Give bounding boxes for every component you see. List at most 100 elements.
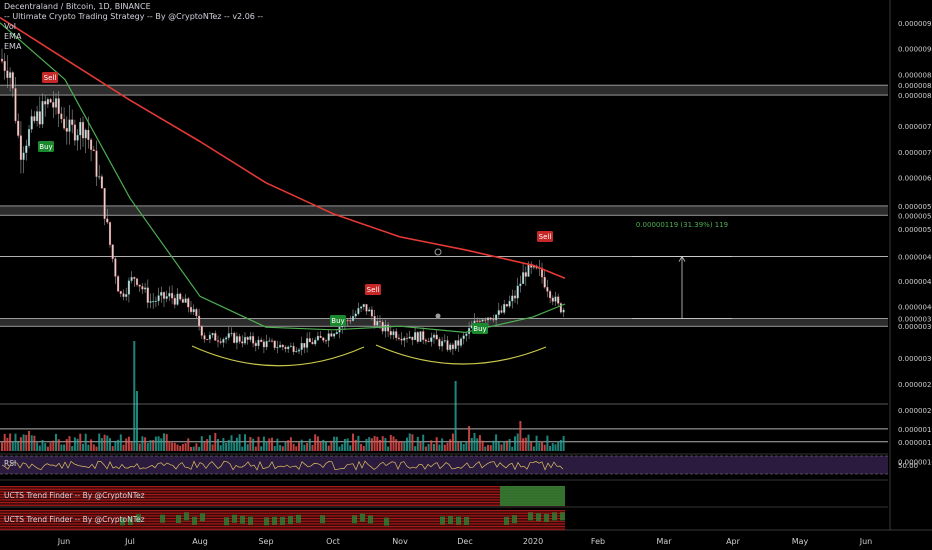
- volume-bar: [370, 438, 373, 451]
- volume-bar: [273, 446, 276, 451]
- time-tick-label: May: [792, 537, 809, 546]
- candle-body: [176, 293, 179, 305]
- candle-body: [125, 294, 128, 297]
- volume-bar: [33, 435, 36, 451]
- volume-bar: [365, 438, 368, 451]
- volume-bar: [435, 437, 438, 451]
- volume-bar: [163, 433, 165, 451]
- candle-body: [378, 321, 382, 323]
- volume-bar: [171, 442, 174, 451]
- candle-body: [322, 337, 325, 341]
- candle-body: [368, 309, 371, 312]
- candle-body: [522, 272, 525, 284]
- volume-bar: [454, 381, 457, 451]
- volume-bar: [65, 439, 68, 451]
- volume-bar: [181, 444, 184, 451]
- volume-bar: [387, 446, 390, 451]
- volume-bar: [87, 444, 90, 451]
- candle-body: [486, 317, 490, 321]
- volume-bar: [541, 441, 543, 451]
- candle-body: [365, 304, 368, 312]
- ucts-stripe: [0, 487, 565, 489]
- ucts-stripe: [0, 489, 565, 491]
- ucts-stripe: [0, 503, 565, 505]
- measure-tool: 0.00000119 (31.39%) 119: [632, 221, 732, 319]
- volume-bar: [271, 437, 273, 451]
- candle-body: [46, 99, 49, 105]
- volume-bar: [71, 446, 74, 451]
- time-tick-label: Jun: [859, 537, 873, 546]
- volume-bar: [551, 443, 554, 451]
- candle-body: [557, 296, 560, 304]
- time-tick-label: Mar: [656, 537, 672, 546]
- ucts-green-mark: [352, 515, 357, 524]
- volume-bar: [395, 439, 398, 451]
- volume-bar: [505, 440, 508, 451]
- candle-body: [0, 58, 4, 62]
- price-tick-label: 0.00000163: [898, 426, 932, 434]
- sell-signal: Sell: [365, 284, 381, 295]
- volume-bar: [543, 444, 546, 451]
- candle-body: [168, 293, 171, 297]
- volume-bar: [300, 439, 303, 451]
- price-tick-label: 0.00000577: [898, 212, 932, 220]
- volume-bar: [241, 446, 244, 451]
- volume-bar: [289, 437, 292, 451]
- candle-body: [254, 343, 257, 347]
- volume-bar: [100, 438, 103, 451]
- volume-bar: [46, 446, 49, 451]
- time-tick-label: Apr: [726, 537, 741, 546]
- volume-bar: [146, 443, 149, 451]
- signal-text: Buy: [39, 143, 52, 151]
- candle-body: [157, 295, 160, 302]
- volume-bar: [57, 439, 60, 451]
- candle-body: [63, 118, 66, 129]
- candle-body: [141, 286, 144, 290]
- candle-body: [408, 336, 411, 339]
- volume-bar: [160, 438, 163, 451]
- volume-bar: [527, 434, 530, 451]
- candle-body: [314, 339, 317, 345]
- candle-body: [249, 336, 252, 340]
- volume-bar: [22, 434, 25, 451]
- candle-body: [446, 340, 449, 350]
- candle-body: [384, 324, 387, 332]
- candle-body: [119, 291, 122, 294]
- candle-body: [68, 119, 71, 132]
- candle-body: [181, 299, 184, 303]
- measure-label: 0.00000119 (31.39%) 119: [636, 221, 728, 229]
- candle-body: [441, 341, 444, 347]
- volume-bar: [514, 436, 516, 451]
- volume-bar: [284, 441, 287, 451]
- level-zone: [0, 205, 888, 216]
- volume-bar: [106, 435, 109, 451]
- candle-body: [281, 344, 284, 348]
- candle-body: [346, 320, 349, 322]
- candle-body: [400, 338, 403, 341]
- candle-body: [22, 152, 25, 160]
- candle-body: [392, 331, 395, 336]
- ucts-green-mark: [224, 517, 229, 526]
- volume-bar: [441, 438, 444, 451]
- candle-body: [489, 317, 492, 320]
- candle-body: [65, 128, 68, 132]
- ucts-green-mark: [536, 513, 541, 522]
- ucts-green-mark: [136, 514, 141, 523]
- candle-body: [273, 340, 276, 348]
- rsi-label: RSI: [4, 459, 17, 468]
- candle-body: [98, 176, 101, 178]
- rsi-value: 50.00: [898, 462, 918, 470]
- candle-body: [351, 316, 355, 321]
- volume-bar: [206, 439, 209, 451]
- ucts-green-mark: [448, 516, 453, 525]
- price-tick-label: 0.00000362: [898, 323, 932, 331]
- volume-bar: [430, 440, 433, 451]
- volume-bar: [530, 441, 533, 451]
- volume-bar: [244, 434, 246, 451]
- volume-bar: [122, 444, 125, 451]
- volume-bar: [484, 446, 487, 451]
- candle-body: [227, 333, 230, 338]
- volume-bar: [341, 444, 344, 451]
